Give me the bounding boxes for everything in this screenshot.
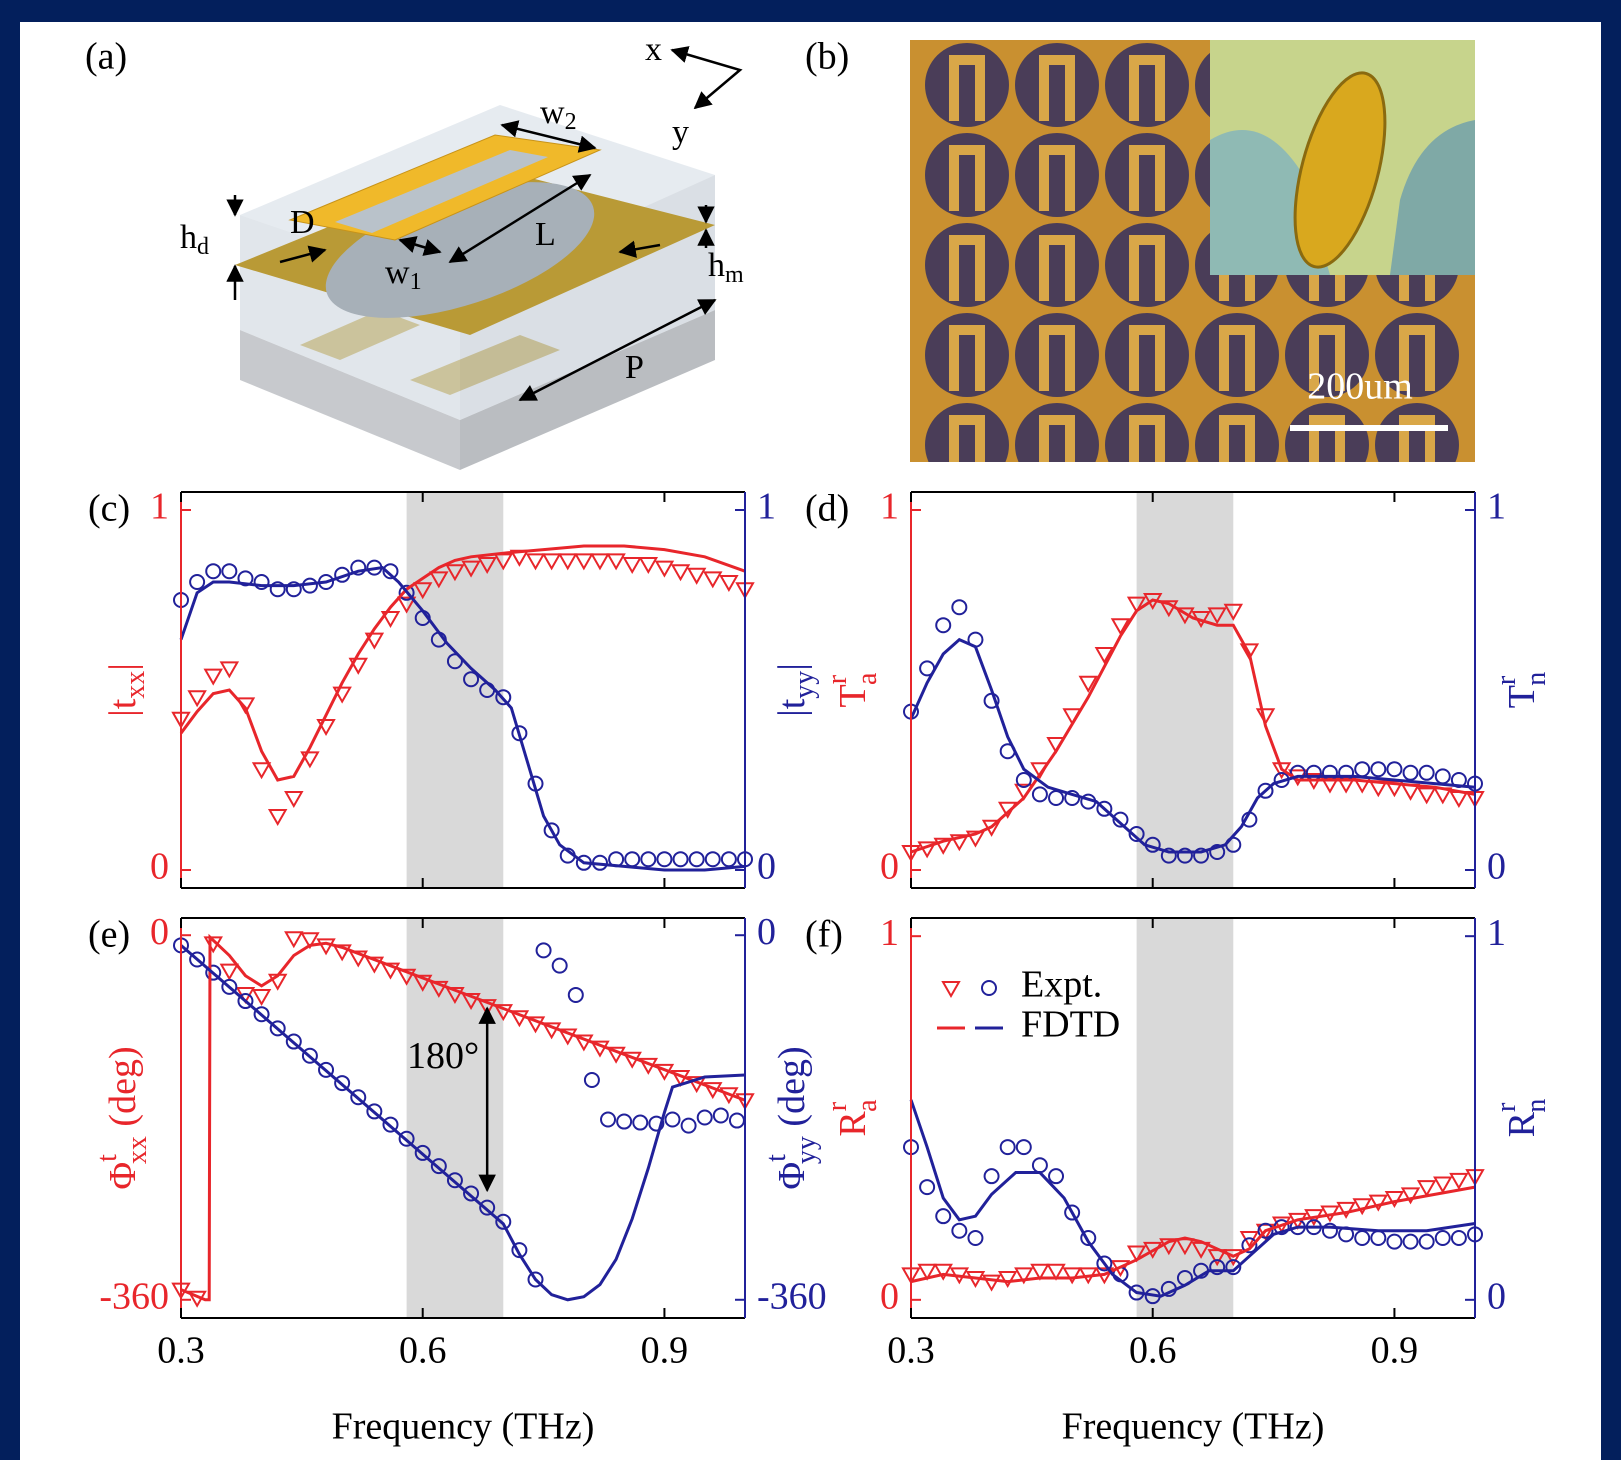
- y2-tick-label: 1: [757, 486, 776, 528]
- shaded-band: [1137, 492, 1234, 888]
- y2-tick-label: 0: [1487, 1276, 1506, 1318]
- y-axis-label-part: r: [1491, 1102, 1522, 1112]
- panel-label: (a): [85, 36, 127, 78]
- y-axis-label-part: yy: [791, 1136, 822, 1164]
- x-tick-label: 0.6: [399, 1330, 447, 1372]
- legend-label: Expt.: [1021, 964, 1102, 1006]
- y-axis-label-part: T: [1501, 685, 1543, 708]
- y-axis-label-part: xx: [120, 671, 151, 699]
- panel-label: (f): [805, 914, 843, 956]
- panel-label: (c): [88, 488, 130, 530]
- y-tick-label: 0: [880, 846, 899, 888]
- y-axis-label-part: n: [1521, 672, 1552, 686]
- y2-tick-label: 0: [1487, 846, 1506, 888]
- y2-tick-label: 0: [757, 911, 776, 953]
- y-axis-label-part: r: [822, 674, 853, 684]
- panel-label: (e): [88, 914, 130, 956]
- shaded-band: [1137, 918, 1234, 1318]
- y-axis-label-part: |t: [102, 698, 144, 717]
- y-tick-label: 0: [880, 1276, 899, 1318]
- diagram-label: y: [672, 114, 689, 151]
- y-axis-label-part: a: [852, 1099, 883, 1112]
- y-axis-label-part: xx: [122, 1136, 153, 1164]
- y-axis-label-part: Φ: [771, 1162, 813, 1190]
- legend-label: FDTD: [1021, 1004, 1120, 1046]
- y-axis-label-part: (deg): [771, 1046, 813, 1136]
- label-sub: 1: [410, 269, 422, 295]
- diagram-label: P: [625, 349, 644, 386]
- x-tick-label: 0.9: [641, 1330, 689, 1372]
- label-base: w: [385, 254, 410, 291]
- x-tick-label: 0.9: [1371, 1330, 1419, 1372]
- y-axis-label-part: a: [852, 672, 883, 685]
- y-tick-label: 1: [150, 486, 169, 528]
- y-tick-label: 1: [880, 486, 899, 528]
- y2-tick-label: 0: [757, 846, 776, 888]
- x-tick-label: 0.3: [887, 1330, 935, 1372]
- y-axis-label-part: r: [822, 1101, 853, 1111]
- y-axis-label-part: R: [832, 1111, 874, 1137]
- label-sub: d: [197, 234, 209, 260]
- panel-a: (a) x y w2 hd D L w1 hm P: [85, 31, 775, 470]
- annotation-label: 180°: [407, 1035, 479, 1077]
- x-tick-label: 0.3: [157, 1330, 205, 1372]
- y-axis-label-part: T: [832, 684, 874, 707]
- figure: (a) x y w2 hd D L w1 hm P (b) 200um 0101…: [0, 0, 1621, 1460]
- scale-label: 200um: [1307, 366, 1413, 408]
- y-axis-label-part: |t: [771, 698, 813, 717]
- y2-tick-label: -360: [757, 1275, 827, 1317]
- panel-label: (b): [805, 36, 849, 78]
- y-tick-label: 0: [150, 846, 169, 888]
- x-tick-label: 0.6: [1129, 1330, 1177, 1372]
- y-axis-label-part: Φ: [102, 1162, 144, 1190]
- diagram-label: x: [645, 31, 662, 68]
- x-axis-label: Frequency (THz): [1062, 1406, 1325, 1448]
- shaded-band: [407, 492, 504, 888]
- y-axis-label-part: t: [761, 1154, 792, 1162]
- page: {"panels": { "a": {"label": "(a)", "x": …: [0, 0, 1621, 1460]
- y-axis-label-part: yy: [789, 671, 820, 699]
- diagram-label: L: [535, 216, 556, 253]
- y-tick-label: 1: [880, 912, 899, 954]
- y-axis-label-part: |: [771, 663, 813, 671]
- y-axis-label-part: |: [102, 663, 144, 671]
- y-tick-label: 0: [150, 911, 169, 953]
- y-axis-label-part: t: [92, 1154, 123, 1162]
- panel-label: (d): [805, 488, 849, 530]
- y2-tick-label: 1: [1487, 912, 1506, 954]
- label-base: h: [708, 247, 725, 284]
- y-axis-label-part: n: [1521, 1099, 1552, 1113]
- y2-tick-label: 1: [1487, 486, 1506, 528]
- y-axis-label-part: (deg): [102, 1046, 144, 1136]
- y-tick-label: -360: [99, 1275, 169, 1317]
- y-axis-label-part: R: [1501, 1111, 1543, 1137]
- label-sub: m: [725, 262, 744, 288]
- label-base: w: [540, 94, 565, 131]
- label-base: h: [180, 219, 197, 256]
- inset-photo: [1210, 40, 1475, 276]
- label-sub: 2: [565, 109, 577, 135]
- y-axis-label-part: r: [1491, 675, 1522, 685]
- x-axis-label: Frequency (THz): [332, 1406, 595, 1448]
- diagram-label: D: [290, 204, 315, 241]
